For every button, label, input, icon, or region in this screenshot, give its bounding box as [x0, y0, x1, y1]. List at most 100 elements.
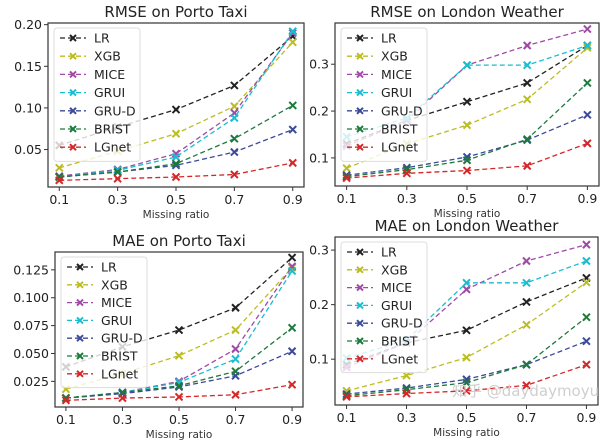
legend-marker — [356, 355, 364, 363]
legend-marker — [356, 107, 364, 115]
legend-frame — [340, 241, 428, 374]
data-point — [230, 81, 239, 90]
legend-marker — [69, 107, 77, 115]
data-point — [118, 393, 127, 403]
y-tick-label: 0.10 — [14, 100, 42, 115]
data-point — [522, 278, 531, 288]
data-point — [113, 167, 122, 177]
y-tick-label: 0.2 — [309, 104, 329, 119]
legend-label: LGnet — [101, 366, 138, 381]
subplot-3: MAE on Porto Taxi 0.1 0.3 0.5 0.7 0.9 0.025 0.0… — [13, 232, 304, 441]
legend-label: BRIST — [94, 122, 131, 137]
data-point — [174, 351, 184, 360]
legend-label: GRUI — [101, 313, 132, 328]
legend-marker — [76, 316, 84, 325]
legend-marker — [356, 337, 364, 345]
legend-marker — [356, 34, 364, 42]
data-point — [231, 344, 240, 354]
data-point — [230, 170, 239, 179]
data-point — [287, 266, 297, 276]
data-point — [522, 320, 531, 330]
legend-label: BRIST — [381, 334, 418, 349]
legend-entry: GRUI — [347, 298, 412, 313]
legend-label: MICE — [94, 67, 125, 82]
y-tick-label: 0.1 — [309, 352, 329, 367]
data-point — [171, 159, 181, 168]
legend-marker — [69, 88, 77, 97]
legend-marker — [356, 52, 364, 60]
data-point — [462, 166, 472, 175]
legend-label: MICE — [381, 67, 412, 82]
data-point — [522, 297, 531, 307]
data-point — [402, 371, 411, 380]
series-lgnet — [342, 360, 591, 402]
data-point — [582, 256, 591, 266]
data-point — [171, 152, 181, 162]
legend-entry: MICE — [347, 280, 412, 295]
legend-label: LR — [101, 260, 117, 275]
data-point — [462, 386, 471, 396]
data-point — [342, 392, 351, 402]
y-tick-label: 0.3 — [309, 243, 329, 258]
legend-marker — [356, 319, 364, 327]
data-point — [582, 278, 591, 287]
series-lgnet — [342, 139, 592, 183]
series-lgnet — [55, 158, 297, 185]
data-point — [583, 139, 592, 148]
legend-label: GRU-D — [94, 103, 136, 118]
x-axis-label: Missing ratio — [433, 427, 500, 439]
legend-entry: LGnet — [347, 140, 418, 155]
x-tick-label: 0.1 — [49, 192, 69, 207]
data-point — [462, 120, 472, 130]
legend-entry: GRU-D — [67, 331, 143, 346]
series-gru-d — [342, 336, 591, 399]
legend-entry: LR — [60, 31, 110, 46]
legend-marker — [76, 281, 84, 289]
data-point — [462, 326, 471, 335]
legend-marker — [69, 52, 77, 60]
x-tick-label: 0.1 — [337, 410, 357, 425]
series-xgb — [342, 278, 591, 396]
legend-entry: LR — [347, 245, 397, 260]
data-point — [522, 60, 532, 70]
y-tick-label: 0.075 — [13, 318, 49, 333]
x-tick-label: 0.9 — [577, 191, 597, 206]
legend-marker — [76, 370, 84, 378]
legend-marker — [76, 263, 84, 271]
data-point — [230, 102, 239, 111]
legend: LR XGB MICE GRUI GRU-D BRIST LGnet — [60, 256, 148, 389]
data-point — [171, 105, 181, 114]
data-point — [230, 113, 239, 123]
x-tick-label: 0.5 — [457, 410, 477, 425]
legend: LR XGB MICE GRUI GRU-D BRIST LGnet — [340, 241, 428, 374]
watermark: 知乎 @daydaymoyu — [452, 382, 599, 400]
x-tick-label: 0.1 — [337, 191, 357, 206]
x-tick-label: 0.3 — [113, 412, 133, 427]
y-tick-label: 0.3 — [309, 57, 329, 72]
data-point — [522, 381, 531, 390]
chart-title: MAE on London Weather — [375, 217, 560, 235]
legend-marker — [356, 70, 364, 79]
data-point — [287, 253, 297, 262]
data-point — [174, 392, 184, 402]
y-tick-label: 0.2 — [309, 297, 329, 312]
chart-title: RMSE on London Weather — [370, 3, 564, 21]
legend-label: XGB — [94, 49, 121, 64]
legend-label: LGnet — [94, 140, 131, 155]
legend-label: BRIST — [101, 349, 138, 364]
data-point — [231, 354, 240, 364]
data-point — [522, 134, 532, 144]
data-point — [522, 41, 532, 50]
data-point — [462, 353, 471, 362]
data-point — [583, 43, 592, 53]
data-point — [462, 378, 471, 387]
legend-label: LR — [381, 31, 397, 46]
data-point — [231, 303, 240, 312]
data-point — [113, 174, 122, 183]
legend-entry: XGB — [347, 49, 408, 64]
data-point — [582, 312, 591, 322]
legend-label: XGB — [101, 277, 128, 292]
data-point — [287, 323, 297, 333]
chart-title: RMSE on Porto Taxi — [104, 3, 247, 21]
y-tick-label: 0.100 — [13, 290, 49, 305]
